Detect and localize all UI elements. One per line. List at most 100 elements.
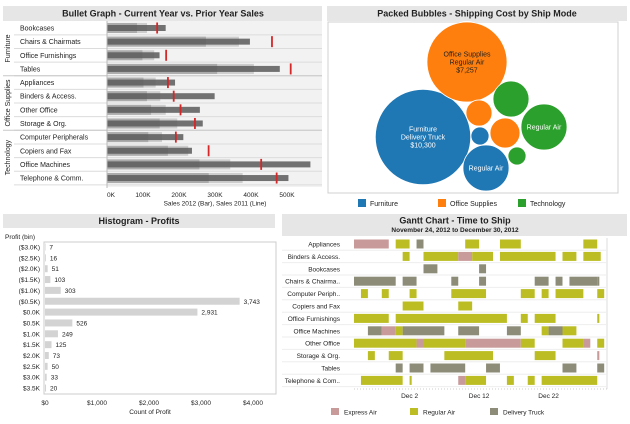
bullet-graph-panel: Bookcases Chairs & Chairmats Office Furnis… <box>3 6 322 188</box>
bullet-x-axis-label: Sales 2012 (Bar), Sales 2011 (Line) <box>164 201 267 208</box>
gantt-task-bar <box>402 326 445 336</box>
legend-item[interactable]: Regular Air <box>410 408 456 417</box>
histogram-row: $0.0K 2,931 <box>23 308 218 317</box>
gantt-task-bar <box>583 338 591 348</box>
bin-label: $2.5K <box>23 364 41 371</box>
gantt-task-bar <box>562 326 577 336</box>
bubble-label: Office Supplies <box>444 52 491 59</box>
legend-label: Regular Air <box>423 410 456 417</box>
bar-value-label: 20 <box>50 386 58 393</box>
bullet-row: Telephone & Comm. <box>14 172 322 186</box>
histogram-x-tick: $0 <box>41 400 49 407</box>
bin-label: $1.5K <box>23 342 41 349</box>
bullet-row: Other Office <box>14 104 322 118</box>
legend-item[interactable]: Furniture <box>358 199 398 208</box>
gantt-task-bar <box>541 326 549 336</box>
bar-value-label: 303 <box>65 288 76 295</box>
sales-2012-bar <box>107 25 166 31</box>
gantt-task-bar <box>541 289 549 299</box>
bubble <box>470 126 490 146</box>
histogram-bar <box>45 286 61 294</box>
bubble-circle <box>465 99 493 127</box>
histogram-row: ($2.5K) 16 <box>19 254 57 262</box>
bin-label: ($0.5K) <box>19 299 40 306</box>
bin-label: ($1.0K) <box>19 288 40 295</box>
bullet-group-label: Office Supplies <box>5 79 12 126</box>
bullet-group-label: Furniture <box>5 34 12 62</box>
sales-2011-marker <box>289 63 292 75</box>
sales-2011-marker <box>260 158 263 170</box>
gantt-task-bar <box>506 326 521 336</box>
gantt-task-bar <box>354 338 417 348</box>
gantt-row-label: Other Office <box>305 341 340 348</box>
histogram-row: $2.0K 73 <box>23 352 60 360</box>
histogram-row: ($0.5K) 3,743 <box>19 297 260 306</box>
histogram-title: Histogram - Profits <box>98 216 179 226</box>
sales-2012-bar <box>107 120 203 127</box>
bullet-title: Bullet Graph - Current Year vs. Prior Ye… <box>62 9 264 19</box>
bullet-row: Computer Peripherals <box>14 131 322 145</box>
bullet-x-tick: 400K <box>243 192 259 199</box>
bubble-label: $7,257 <box>456 68 478 75</box>
legend-item[interactable]: Delivery Truck <box>490 408 545 417</box>
gantt-task-bar <box>465 239 480 249</box>
gantt-task-bar <box>499 251 556 261</box>
legend-swatch <box>331 408 339 415</box>
gantt-row: Copiers and Fax <box>282 301 607 313</box>
bubble-circle <box>462 144 510 192</box>
bar-value-label: 125 <box>56 342 67 349</box>
gantt-task-bar <box>562 338 584 348</box>
gantt-task-bar <box>583 251 601 261</box>
gantt-task-bar <box>416 338 424 348</box>
gantt-task-bar <box>416 239 424 249</box>
gantt-x-tick: Dec 22 <box>538 393 559 400</box>
gantt-task-bar <box>527 375 535 385</box>
gantt-task-bar <box>465 375 487 385</box>
bar-value-label: 526 <box>76 320 87 327</box>
bar-value-label: 50 <box>52 364 60 371</box>
gantt-task-bar <box>395 313 507 323</box>
gantt-task-bar <box>409 363 424 373</box>
gantt-row: Storage & Org. <box>282 351 607 363</box>
gantt-task-bar <box>520 313 528 323</box>
sales-2012-bar <box>107 161 311 168</box>
bubble-circle <box>470 126 490 146</box>
legend-swatch <box>490 408 498 415</box>
gantt-x-tick: Dec 12 <box>469 393 490 400</box>
gantt-task-bar <box>395 239 410 249</box>
bubble <box>507 146 527 166</box>
bin-label: $3.5K <box>23 386 41 393</box>
sales-2012-bar <box>107 175 289 182</box>
gantt-task-bar <box>423 338 466 348</box>
sales-2011-marker <box>207 145 210 157</box>
legend-item[interactable]: Technology <box>518 199 566 208</box>
bubble-circle <box>520 103 568 151</box>
bullet-row-label: Binders & Access. <box>20 94 76 101</box>
gantt-task-bar <box>486 363 500 373</box>
sales-2011-marker <box>275 172 278 184</box>
legend-item[interactable]: Office Supplies <box>438 199 497 208</box>
legend-item[interactable]: Express Air <box>331 408 378 417</box>
gantt-task-bar <box>597 289 605 299</box>
legend-label: Delivery Truck <box>503 410 545 417</box>
histogram-title-bar <box>3 214 275 228</box>
gantt-row-label: Computer Periph.. <box>287 291 340 298</box>
bubble <box>492 80 530 118</box>
gantt-task-bar <box>451 289 487 299</box>
bin-label: ($3.0K) <box>19 245 40 252</box>
bar-value-label: 73 <box>53 353 61 360</box>
legend-swatch <box>518 199 526 207</box>
bullet-row: Office Machines <box>14 158 322 172</box>
legend-swatch <box>358 199 366 207</box>
gantt-task-bar <box>395 326 403 336</box>
histogram-y-label: Profit (bin) <box>5 234 35 241</box>
histogram-bar <box>45 373 47 381</box>
bubble-circle <box>426 21 508 103</box>
bar-value-label: 249 <box>62 331 73 338</box>
gantt-task-bar <box>402 276 417 286</box>
gantt-task-bar <box>597 351 600 361</box>
bullet-row-label: Computer Peripherals <box>20 135 89 142</box>
bullet-row-label: Storage & Org. <box>20 121 67 128</box>
sales-2012-bar <box>107 65 280 72</box>
